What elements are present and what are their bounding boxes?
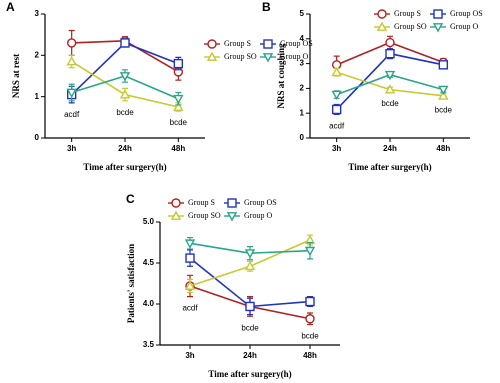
panel-label: B <box>262 0 271 14</box>
marker <box>207 39 217 49</box>
x-axis-label: Time after surgery(h) <box>208 369 291 379</box>
marker <box>262 53 274 63</box>
panel: B 0 1 2 3 4 5 3h 24h 48h Time after surgery(h) NRS … <box>262 0 483 172</box>
x-tick-label: 48h <box>303 351 317 360</box>
marker <box>119 89 131 99</box>
marker <box>331 90 342 101</box>
y-tick-label: 0 <box>300 133 305 142</box>
marker <box>66 56 77 66</box>
marker <box>245 301 255 312</box>
annotation: bcde <box>381 99 399 108</box>
y-tick-label: 2 <box>35 50 40 59</box>
marker <box>173 101 184 111</box>
annotation: acdf <box>64 110 80 119</box>
y-tick-label: 3.5 <box>143 340 155 349</box>
y-tick-label: 0 <box>35 133 40 142</box>
x-axis-label: Time after surgery(h) <box>83 162 166 172</box>
marker <box>432 23 444 33</box>
legend-label: Group SO <box>224 52 257 61</box>
legend-label: Group O <box>280 52 308 61</box>
panel: A 0 1 2 3 3h 24h 48h Time after surgery(h) NRS at… <box>6 0 313 172</box>
marker <box>244 249 256 259</box>
legend-label: Group S <box>224 39 251 48</box>
marker <box>226 212 238 222</box>
y-tick-label: 1 <box>300 108 305 117</box>
marker <box>377 9 387 19</box>
y-tick-label: 5 <box>300 9 305 18</box>
marker <box>384 70 396 81</box>
x-tick-label: 48h <box>171 144 185 153</box>
x-tick-label: 3h <box>67 144 76 153</box>
legend-label: Group O <box>244 211 272 220</box>
y-tick-label: 3 <box>300 59 305 68</box>
marker <box>244 260 256 271</box>
legend-label: Group SO <box>188 211 221 220</box>
y-axis-label: Patients' satisfaction <box>126 244 136 323</box>
marker <box>385 37 395 48</box>
y-tick-label: 4.0 <box>143 299 155 308</box>
marker <box>385 48 395 59</box>
y-tick-label: 4.5 <box>143 258 155 267</box>
marker <box>184 280 196 290</box>
marker <box>184 239 196 249</box>
marker <box>304 246 316 257</box>
x-tick-label: 3h <box>332 144 341 153</box>
annotation: acdf <box>182 304 198 313</box>
marker <box>305 314 315 324</box>
marker <box>263 39 273 49</box>
y-tick-label: 1 <box>35 92 40 101</box>
marker <box>331 104 342 115</box>
marker <box>331 66 342 77</box>
marker <box>438 85 449 96</box>
marker <box>173 58 184 69</box>
x-axis-label: Time after surgery(h) <box>348 162 431 172</box>
legend-label: Group O <box>450 22 478 31</box>
legend-label: Group OS <box>280 39 313 48</box>
panel-label: C <box>126 192 135 206</box>
annotation: bcde <box>170 118 188 127</box>
marker <box>433 9 443 19</box>
panel-label: A <box>6 0 15 14</box>
marker <box>227 198 237 208</box>
x-tick-label: 24h <box>383 144 397 153</box>
marker <box>185 253 195 263</box>
annotation: bcde <box>301 332 319 341</box>
annotation: bcde <box>241 323 259 332</box>
marker <box>120 38 130 48</box>
marker <box>206 51 218 61</box>
y-tick-label: 5.0 <box>143 217 155 226</box>
x-tick-label: 48h <box>436 144 450 153</box>
y-tick-label: 3 <box>35 9 40 18</box>
y-tick-label: 2 <box>300 84 305 93</box>
marker <box>119 72 131 82</box>
annotation: acdf <box>329 122 345 131</box>
marker <box>438 90 449 100</box>
panel: C 3.5 4.0 4.5 5.0 3h 24h 48h Time after surgery(… <box>126 192 340 379</box>
x-tick-label: 24h <box>243 351 257 360</box>
marker <box>384 84 396 94</box>
marker <box>438 60 449 70</box>
y-axis-label: NRS at rest <box>11 54 21 98</box>
annotation: bcde <box>116 108 134 117</box>
marker <box>170 210 182 220</box>
marker <box>173 94 184 105</box>
x-tick-label: 3h <box>185 351 194 360</box>
legend-label: Group OS <box>450 9 483 18</box>
legend-label: Group OS <box>244 198 277 207</box>
marker <box>66 38 77 48</box>
x-tick-label: 24h <box>118 144 132 153</box>
marker <box>376 21 388 31</box>
marker <box>305 296 315 307</box>
marker <box>171 198 181 208</box>
y-axis-label: NRS at coughing <box>276 43 286 109</box>
y-tick-label: 4 <box>300 34 305 43</box>
marker <box>66 88 77 98</box>
legend-label: Group S <box>394 9 421 18</box>
legend-label: Group SO <box>394 22 427 31</box>
annotation: bcde <box>435 105 453 114</box>
legend-label: Group S <box>188 198 215 207</box>
